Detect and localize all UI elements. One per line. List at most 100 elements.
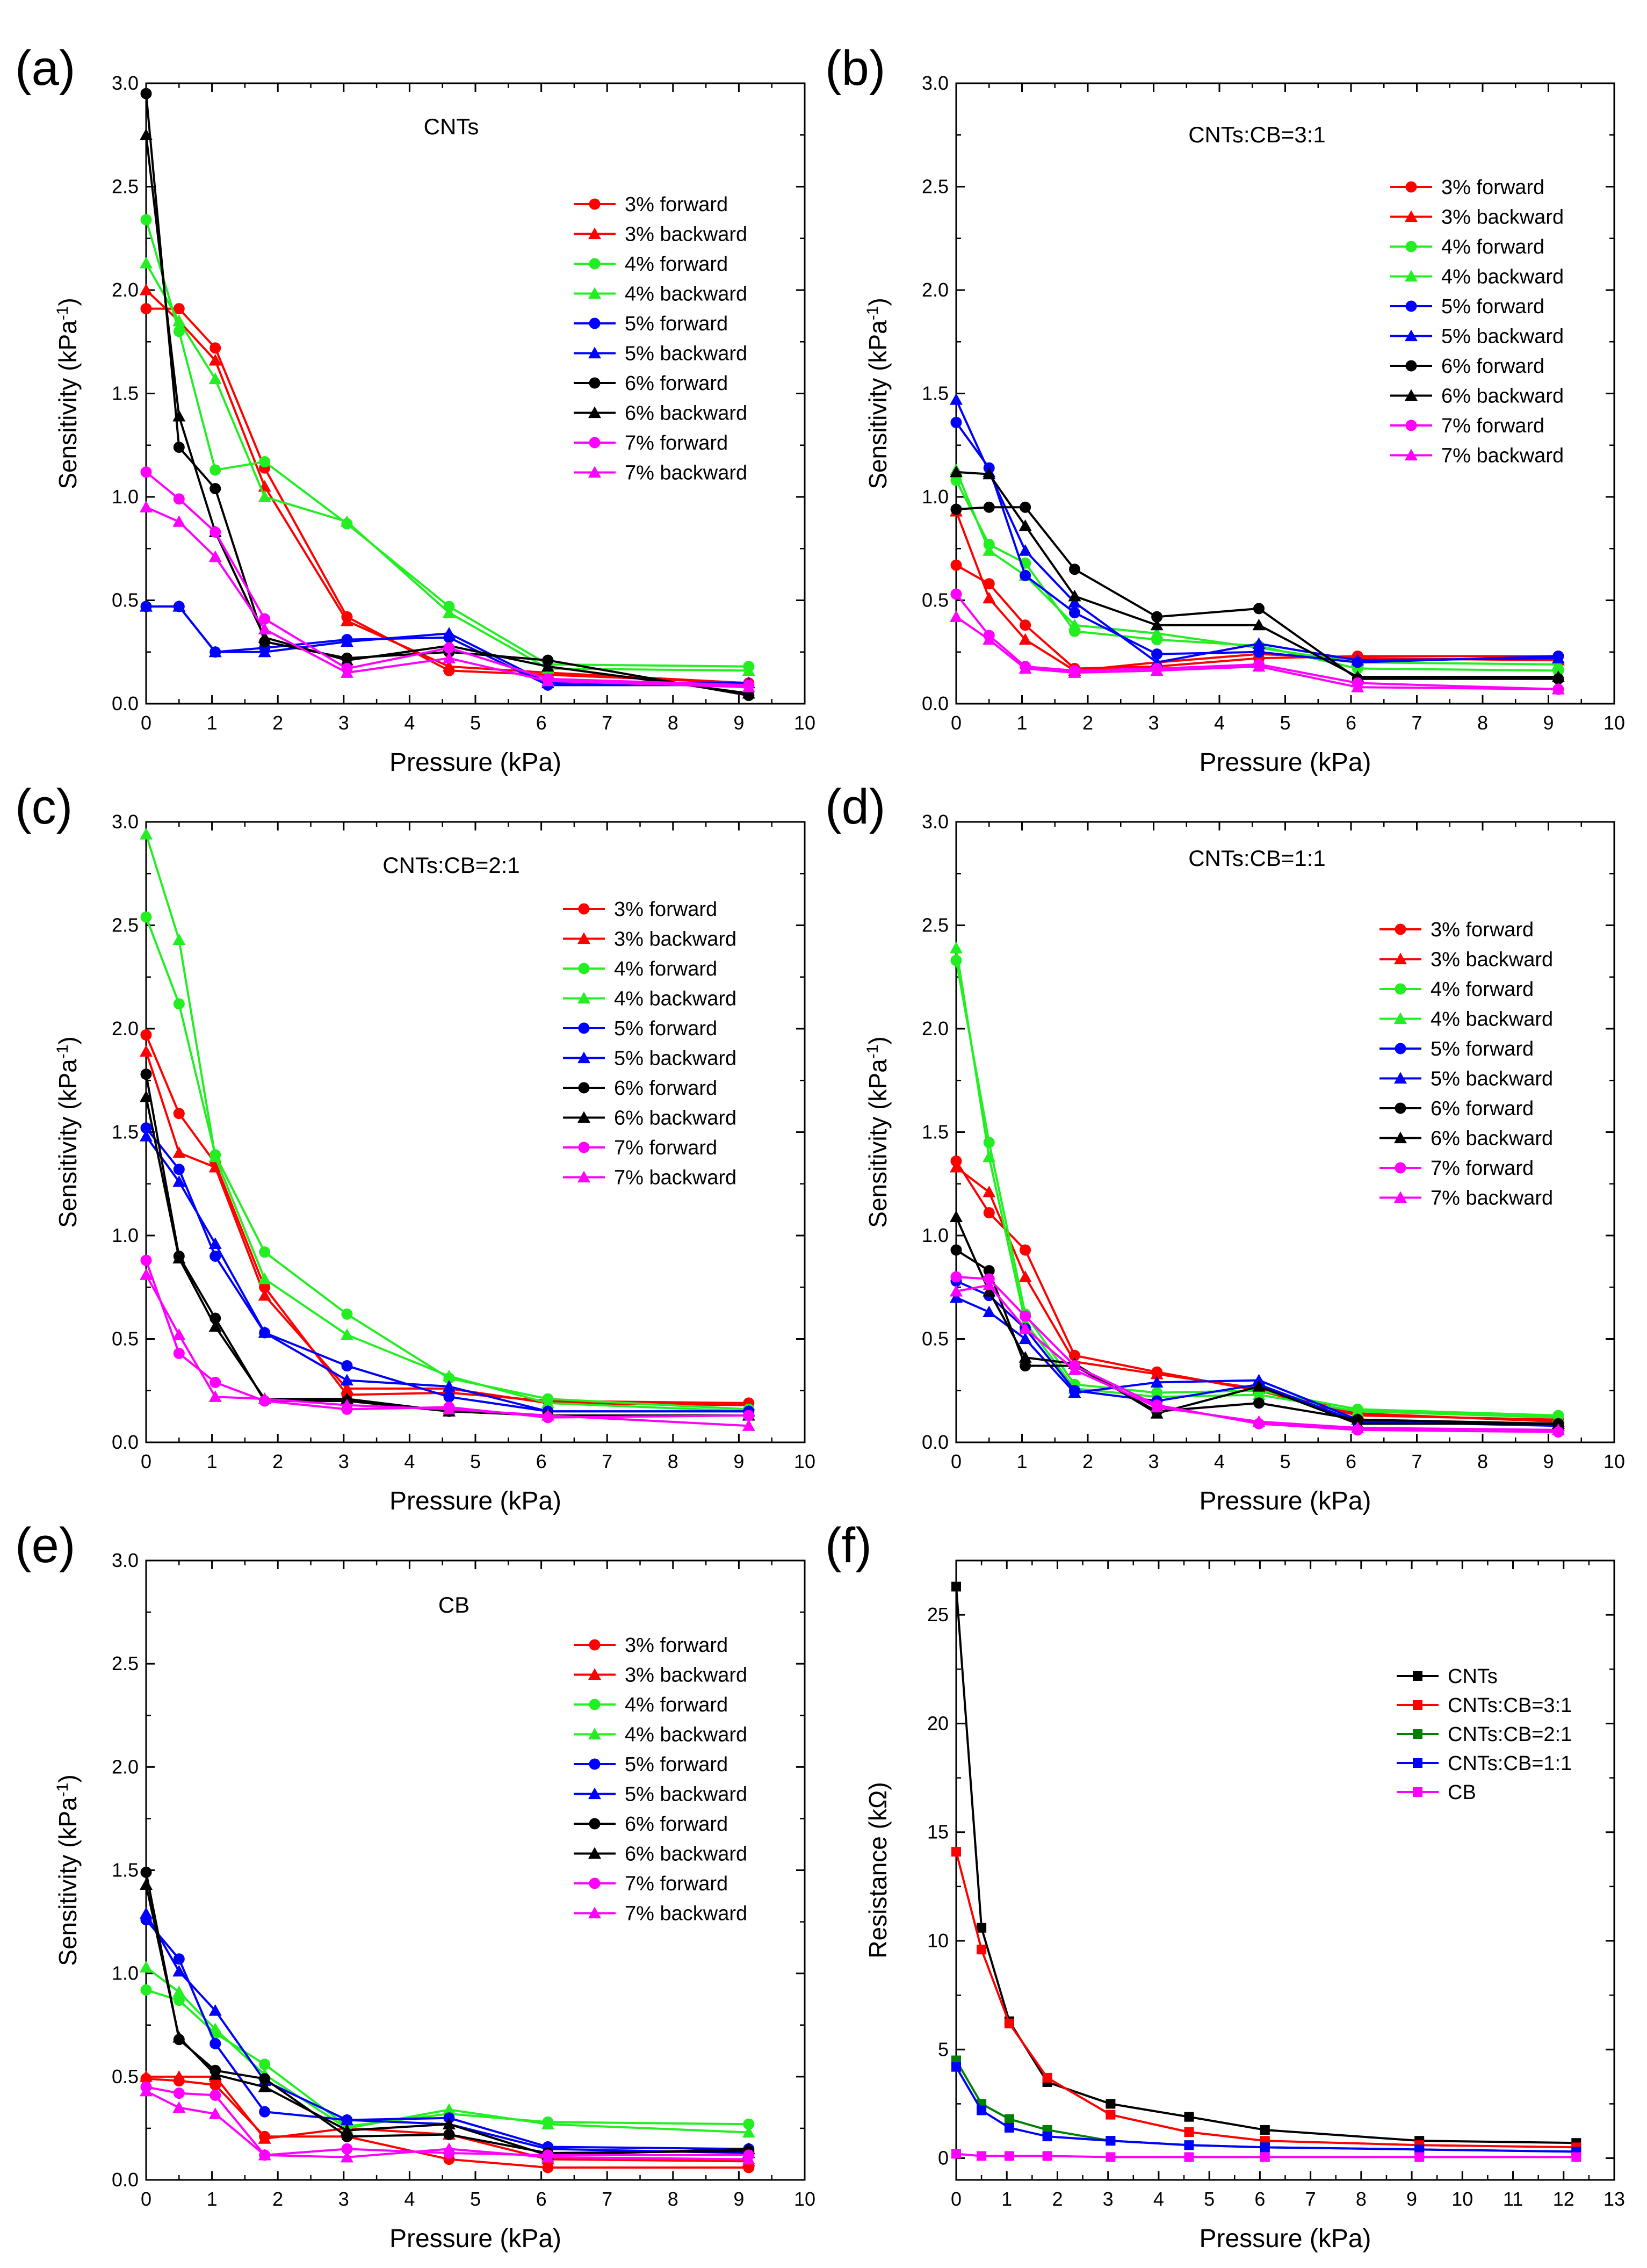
data-point bbox=[541, 660, 554, 672]
y-axis-label: Sensitivity (kPa-1) bbox=[864, 1036, 892, 1227]
data-point bbox=[208, 2023, 222, 2035]
data-point bbox=[208, 1150, 222, 1162]
panel-label: (f) bbox=[825, 1518, 872, 1573]
data-point bbox=[951, 1847, 961, 1857]
data-point bbox=[1252, 1374, 1266, 1386]
legend-label: 6% backward bbox=[625, 1843, 747, 1866]
y-tick-label: 0.5 bbox=[112, 589, 139, 611]
data-point bbox=[1150, 1400, 1164, 1413]
data-point bbox=[340, 615, 353, 626]
legend-marker bbox=[1405, 420, 1417, 431]
series-line bbox=[955, 593, 1558, 691]
data-point bbox=[950, 416, 962, 428]
data-point bbox=[1042, 2072, 1052, 2083]
series-line bbox=[145, 916, 749, 1411]
data-point bbox=[1018, 1322, 1032, 1334]
data-point bbox=[172, 409, 186, 422]
data-point bbox=[1042, 2132, 1052, 2142]
data-point bbox=[1106, 2110, 1116, 2120]
legend-marker bbox=[578, 963, 590, 974]
data-point bbox=[950, 588, 962, 600]
y-axis-label-part: Sensitivity (kPa bbox=[864, 320, 892, 489]
data-point bbox=[140, 1866, 152, 1878]
legend-label: 5% forward bbox=[625, 313, 728, 335]
data-point bbox=[950, 1210, 963, 1222]
y-tick-label: 1.0 bbox=[922, 1224, 949, 1246]
x-tick-label: 4 bbox=[404, 1450, 415, 1472]
legend-label: 3% backward bbox=[1441, 206, 1564, 229]
data-point bbox=[340, 2123, 353, 2136]
data-point bbox=[442, 2142, 456, 2154]
data-point bbox=[172, 314, 186, 327]
data-point bbox=[173, 493, 185, 505]
legend-marker bbox=[588, 287, 601, 299]
data-point bbox=[1551, 652, 1565, 663]
x-tick-label: 2 bbox=[272, 2188, 283, 2210]
y-axis-label-part: Sensitivity (kPa bbox=[54, 320, 82, 489]
data-point bbox=[442, 1380, 456, 1392]
legend-marker bbox=[1395, 1043, 1406, 1054]
data-point bbox=[140, 1068, 152, 1080]
x-tick-label: 5 bbox=[1204, 2188, 1215, 2210]
y-tick-label: 3.0 bbox=[112, 72, 139, 94]
data-point bbox=[977, 1945, 987, 1955]
legend-label: 5% forward bbox=[625, 1753, 728, 1776]
legend-label: 7% forward bbox=[1441, 415, 1544, 437]
x-tick-label: 10 bbox=[794, 1450, 815, 1472]
data-point bbox=[173, 1347, 185, 1359]
y-tick-label: 0.0 bbox=[112, 1431, 139, 1453]
data-point bbox=[1253, 1397, 1265, 1409]
legend-label: 7% forward bbox=[614, 1137, 717, 1159]
y-tick-label: 3.0 bbox=[922, 72, 949, 94]
x-tick-label: 6 bbox=[536, 712, 547, 734]
data-point bbox=[1260, 2152, 1270, 2162]
data-point bbox=[950, 955, 962, 966]
x-tick-label: 3 bbox=[1103, 2188, 1114, 2210]
y-tick-label: 1.0 bbox=[922, 486, 949, 508]
data-point bbox=[208, 2107, 222, 2119]
legend-marker bbox=[1405, 449, 1418, 461]
data-point bbox=[173, 1164, 185, 1175]
data-point bbox=[140, 1045, 153, 1057]
legend-marker bbox=[577, 932, 590, 944]
data-point bbox=[983, 1150, 996, 1162]
data-point bbox=[208, 2004, 222, 2016]
data-point bbox=[140, 1907, 153, 1919]
data-point bbox=[742, 2126, 755, 2138]
x-tick-label: 5 bbox=[470, 1450, 481, 1472]
x-tick-label: 2 bbox=[1082, 1450, 1093, 1472]
data-point bbox=[1020, 619, 1031, 631]
y-axis-label-part: Sensitivity (kPa bbox=[54, 1797, 82, 1966]
chart-title: CNTs:CB=1:1 bbox=[1188, 846, 1326, 871]
data-point bbox=[983, 591, 996, 604]
data-point bbox=[1068, 596, 1081, 608]
data-point bbox=[442, 2118, 456, 2129]
x-tick-label: 0 bbox=[951, 1450, 962, 1472]
data-point bbox=[1252, 618, 1266, 631]
y-axis-label-part: ) bbox=[54, 1774, 82, 1782]
chart-panel: 0 1 2 3 4 5 6 7 8 9 10 0.0 0.5 1.0 1.5 2.0 2.5 3.0 (e) CB Pr… bbox=[15, 1518, 815, 2253]
y-tick-label: 0.5 bbox=[112, 1328, 139, 1350]
data-point bbox=[1020, 569, 1031, 581]
legend-label: 6% forward bbox=[1431, 1097, 1534, 1120]
legend-label: CNTs:CB=3:1 bbox=[1448, 1694, 1572, 1717]
legend-marker bbox=[1405, 360, 1417, 372]
x-tick-label: 3 bbox=[338, 2188, 349, 2210]
data-point bbox=[950, 503, 962, 515]
legend-marker bbox=[588, 1668, 601, 1680]
data-point bbox=[210, 1251, 221, 1262]
x-tick-label: 3 bbox=[1148, 712, 1159, 734]
legend-label: 4% backward bbox=[625, 283, 747, 306]
legend-marker bbox=[578, 1082, 590, 1094]
data-point bbox=[208, 1237, 222, 1249]
data-point bbox=[1571, 2152, 1581, 2162]
data-point bbox=[1252, 1380, 1266, 1392]
x-tick-label: 5 bbox=[470, 2188, 481, 2210]
x-tick-label: 0 bbox=[141, 2188, 151, 2210]
legend-marker bbox=[1394, 1131, 1407, 1144]
legend-label: 3% forward bbox=[1441, 176, 1544, 199]
data-point bbox=[1069, 564, 1080, 575]
data-point bbox=[1018, 519, 1032, 531]
x-tick-label: 9 bbox=[733, 1450, 744, 1472]
legend-marker bbox=[1395, 983, 1406, 995]
